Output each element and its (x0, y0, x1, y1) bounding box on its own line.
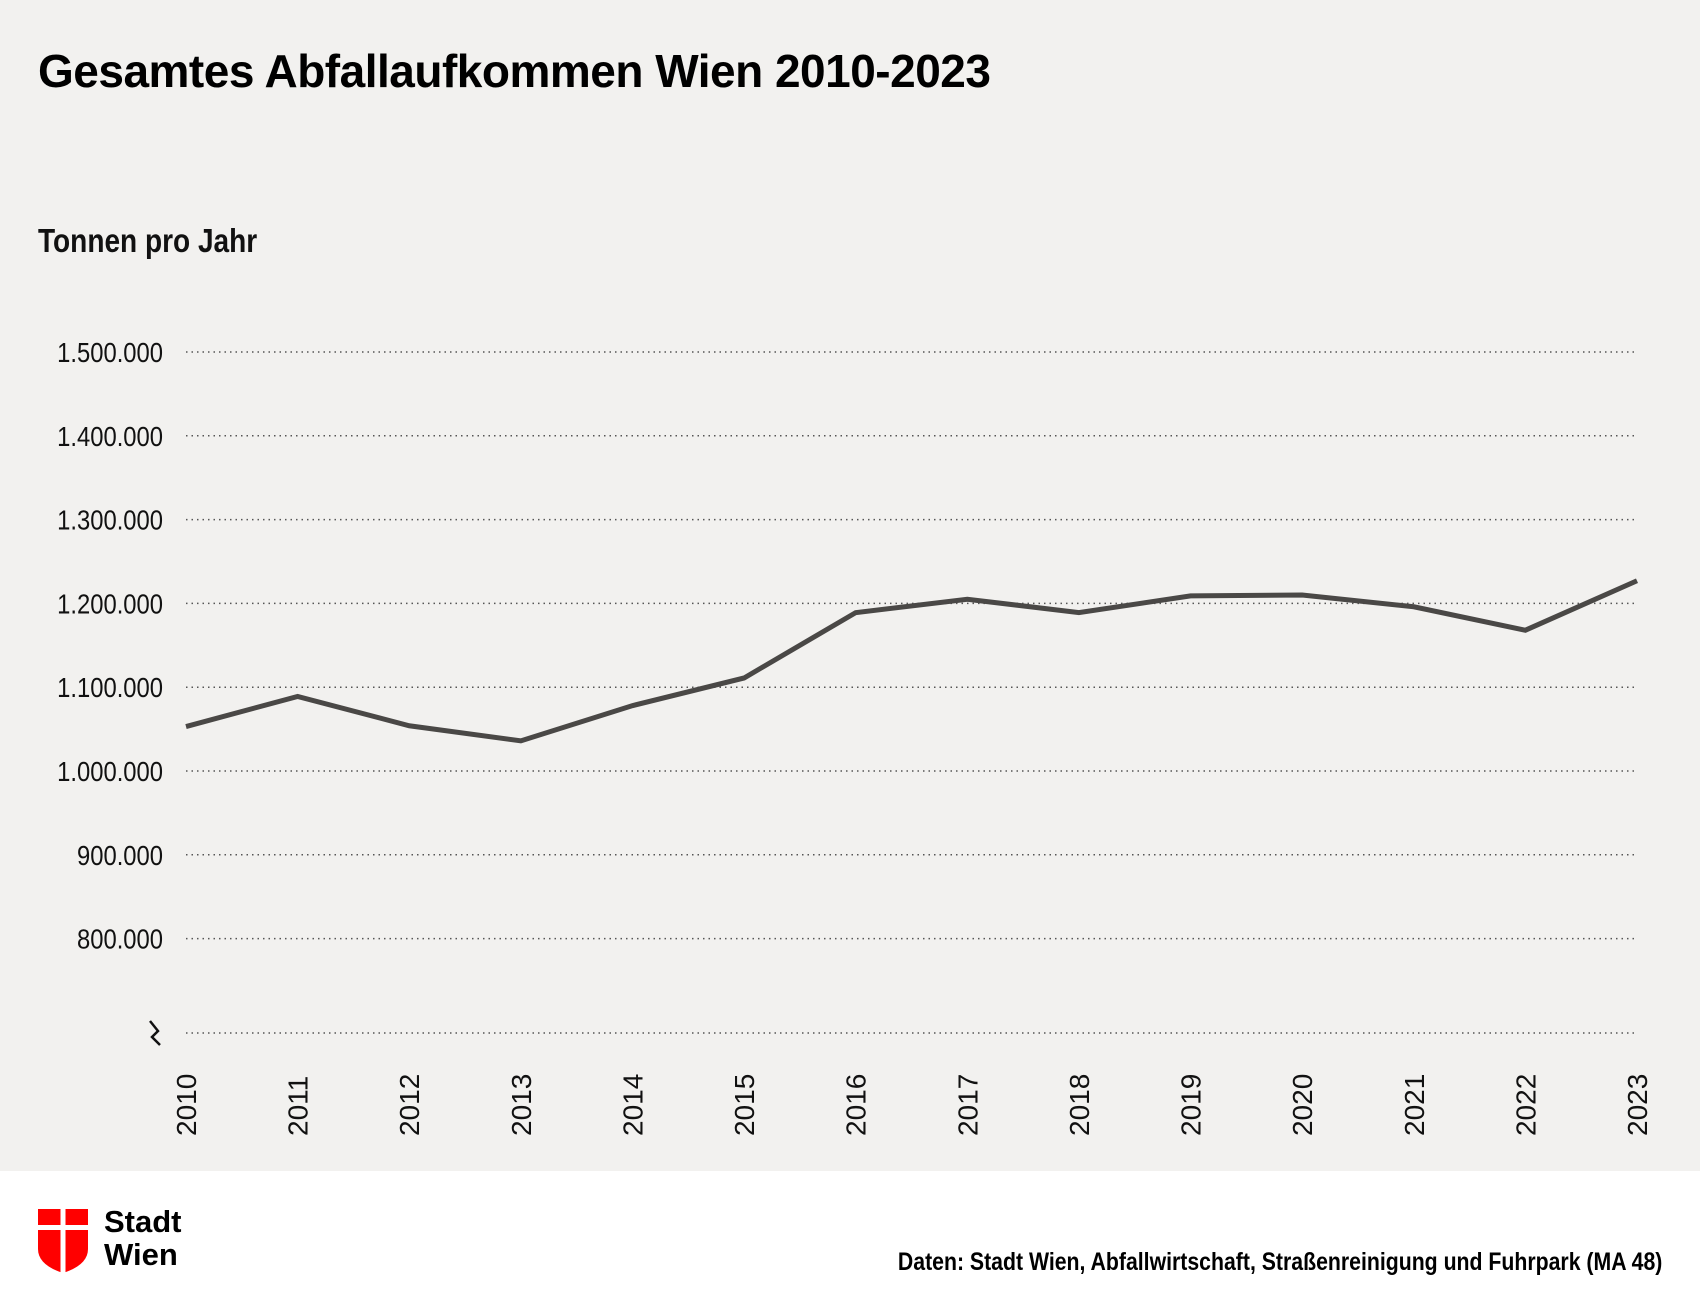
x-tick-label: 2018 (1064, 1074, 1095, 1136)
x-tick-label: 2016 (841, 1074, 872, 1136)
x-tick-label: 2022 (1510, 1074, 1541, 1136)
axis-break-icon (149, 1020, 161, 1046)
x-tick-label: 2023 (1622, 1074, 1653, 1136)
y-tick-label: 1.100.000 (57, 671, 163, 703)
x-tick-label: 2020 (1287, 1074, 1318, 1136)
chart-title: Gesamtes Abfallaufkommen Wien 2010-2023 (38, 45, 991, 97)
x-tick-label: 2021 (1399, 1074, 1430, 1136)
y-axis-label: Tonnen pro Jahr (38, 222, 258, 259)
logo-text-line2: Wien (104, 1237, 178, 1272)
x-tick-label: 2017 (952, 1074, 983, 1136)
x-tick-label: 2011 (283, 1076, 314, 1136)
source-note: Daten: Stadt Wien, Abfallwirtschaft, Str… (897, 1248, 1662, 1276)
logo-text: Stadt Wien (104, 1205, 182, 1271)
y-tick-label: 1.400.000 (57, 420, 163, 452)
line-chart: 800.000 900.000 1.000.000 1.100.000 1.200.00… (57, 336, 1653, 1136)
x-tick-label: 2014 (617, 1074, 648, 1136)
chart-area: Gesamtes Abfallaufkommen Wien 2010-2023 … (0, 0, 1700, 1171)
data-line (185, 578, 1639, 744)
x-tick-label: 2019 (1176, 1074, 1207, 1136)
x-tick-label: 2010 (171, 1074, 202, 1136)
logo-text-line1: Stadt (104, 1204, 182, 1239)
y-tick-label: 800.000 (77, 923, 163, 955)
vienna-shield-logo (38, 1209, 88, 1273)
y-tick-label: 1.500.000 (57, 336, 163, 368)
x-tick-label: 2015 (729, 1074, 760, 1136)
y-tick-label: 1.300.000 (57, 504, 163, 536)
x-tick-label: 2012 (394, 1074, 425, 1136)
y-tick-label: 900.000 (77, 839, 163, 871)
y-tick-label: 1.200.000 (57, 588, 163, 620)
x-tick-label: 2013 (506, 1074, 537, 1136)
y-tick-label: 1.000.000 (57, 755, 163, 787)
footer: Stadt Wien Daten: Stadt Wien, Abfallwirt… (0, 1171, 1700, 1309)
